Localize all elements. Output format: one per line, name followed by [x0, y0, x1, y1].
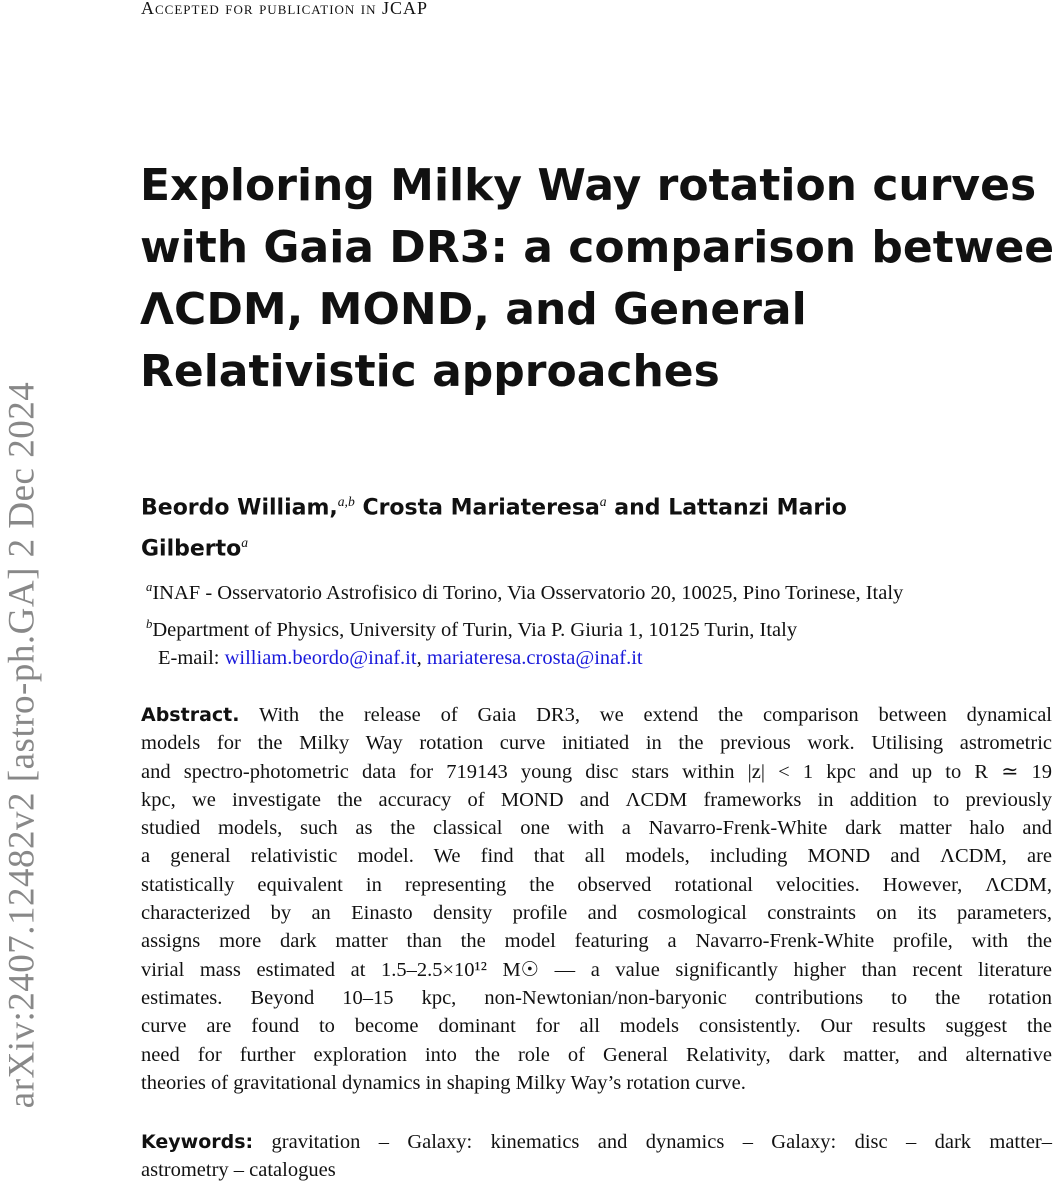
title-line: Exploring Milky Way rotation curves	[140, 160, 1037, 211]
author-name: Crosta Mariateresa	[362, 495, 600, 521]
title-line: with Gaia DR3: a comparison between	[140, 222, 1053, 273]
arxiv-identifier-stamp: arXiv:2407.12482v2 [astro-ph.GA] 2 Dec 2…	[1, 381, 43, 1109]
separator: ,	[416, 647, 422, 669]
abstract-line: models for the Milky Way rotation curve …	[141, 732, 1052, 755]
affiliation-text: INAF - Osservatorio Astrofisico di Torin…	[152, 581, 904, 604]
abstract-line: estimates. Beyond 10–15 kpc, non-Newtoni…	[141, 986, 1052, 1009]
author-name: Beordo William,	[141, 495, 338, 521]
keywords-label: Keywords:	[141, 1131, 254, 1153]
email-link[interactable]: william.beordo@inaf.it	[224, 647, 417, 669]
keywords-text: gravitation – Galaxy: kinematics and dyn…	[271, 1131, 1053, 1153]
keywords: Keywords: gravitation – Galaxy: kinemati…	[141, 1128, 1052, 1185]
running-header: Accepted for publication in JCAP	[141, 0, 429, 18]
title-line: Relativistic approaches	[140, 346, 720, 397]
affiliation-mark: a	[146, 580, 153, 594]
abstract-line: virial mass estimated at 1.5–2.5×10¹² M☉…	[141, 958, 1052, 981]
abstract-line: curve are found to become dominant for a…	[141, 1015, 1052, 1038]
affiliations: aINAF - Osservatorio Astrofisico di Tori…	[146, 572, 903, 646]
keywords-line: Keywords: gravitation – Galaxy: kinemati…	[141, 1128, 1052, 1156]
email-link[interactable]: mariateresa.crosta@inaf.it	[426, 647, 643, 669]
affiliation: aINAF - Osservatorio Astrofisico di Tori…	[146, 572, 903, 609]
abstract-line: theories of gravitational dynamics in sh…	[141, 1071, 746, 1094]
affiliation-text: Department of Physics, University of Tur…	[152, 618, 798, 641]
affiliation: bDepartment of Physics, University of Tu…	[146, 609, 903, 646]
affiliation-mark: a,b	[337, 494, 355, 509]
abstract-line: studied models, such as the classical on…	[141, 817, 1052, 840]
email-line: E-mail: william.beordo@inaf.it, mariater…	[158, 647, 643, 670]
title-line: ΛCDM, MOND, and General	[140, 284, 807, 335]
abstract: Abstract. With the release of Gaia DR3, …	[141, 701, 1052, 1097]
abstract-line: kpc, we investigate the accuracy of MOND…	[141, 788, 1052, 811]
abstract-line: need for further exploration into the ro…	[141, 1043, 1052, 1066]
abstract-text: With the release of Gaia DR3, we extend …	[258, 704, 1052, 726]
affiliation-mark: a	[599, 494, 607, 509]
paper-title: Exploring Milky Way rotation curves with…	[140, 155, 1053, 403]
affiliation-mark: b	[146, 616, 153, 631]
abstract-line: Abstract. With the release of Gaia DR3, …	[141, 701, 1052, 729]
author-name: and Lattanzi Mario	[614, 495, 847, 521]
author-name: Gilberto	[141, 536, 242, 562]
abstract-line: assigns more dark matter than the model …	[141, 930, 1052, 953]
keywords-line: astrometry – catalogues	[141, 1159, 336, 1182]
abstract-line: and spectro-photometric data for 719143 …	[141, 760, 1052, 783]
affiliation-mark: a	[241, 535, 249, 551]
abstract-line: a general relativistic model. We find th…	[141, 845, 1052, 868]
abstract-label: Abstract.	[141, 704, 240, 726]
author-list: Beordo William,a,b Crosta Mariateresaa a…	[141, 484, 1041, 567]
abstract-line: characterized by an Einasto density prof…	[141, 902, 1052, 925]
abstract-line: statistically equivalent in representing…	[141, 873, 1052, 896]
email-label: E-mail:	[158, 647, 220, 669]
